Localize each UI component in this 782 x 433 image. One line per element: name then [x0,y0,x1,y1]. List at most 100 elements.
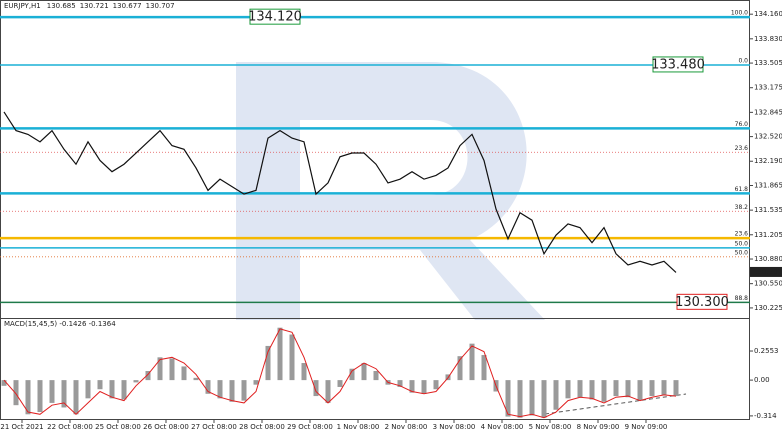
level-label: 61.8 [735,186,749,193]
macd-bar [145,371,151,381]
x-tick-label: 1 Nov 08:00 [337,423,380,431]
x-tick-label: 9 Nov 09:00 [625,423,668,431]
macd-signal [3,328,677,419]
y-tick-label: 132.520 [754,133,782,141]
macd-bar [565,380,571,399]
ohlc-high: 130.721 [80,2,109,10]
x-tick-label: 4 Nov 08:00 [481,423,524,431]
x-tick-label: 27 Oct 08:00 [191,423,237,431]
macd-bar [421,380,427,394]
y-tick-label: 131.865 [754,182,782,190]
level-label: 100.0 [731,10,748,17]
macd-bar [1,380,7,386]
trend-line [544,393,687,415]
macd-bar [505,380,511,417]
macd-bar [205,380,211,394]
level-label: 23.6 [735,145,749,152]
macd-bar [169,358,175,381]
macd-bar [649,380,655,397]
macd-bar [661,380,667,395]
macd-bar [481,355,487,381]
macd-bar [289,334,295,381]
macd-bar [529,380,535,416]
macd-bar [337,380,343,387]
macd-bar [253,380,259,385]
level-label: 76.0 [735,121,749,128]
macd-bar [541,380,547,418]
macd-bar [265,345,271,381]
macd-bar [625,380,631,398]
macd-bar [277,327,283,381]
header: EURJPY,H1 130.685 130.721 130.677 130.707 [4,2,175,10]
macd-bar [589,380,595,400]
callout-box [652,56,704,73]
y-tick-label: 133.505 [754,59,782,67]
y-tick-label: 133.175 [754,84,782,92]
macd-bar [133,380,139,383]
macd-bar [361,363,367,381]
symbol: EURJPY,H1 [4,2,41,10]
x-tick-label: 22 Oct 08:00 [47,423,93,431]
macd-bar [241,380,247,401]
y-tick-label: 130.550 [754,280,782,288]
x-tick-label: 26 Oct 08:00 [143,423,189,431]
x-tick-label: 28 Oct 08:00 [239,423,285,431]
macd-bar [97,380,103,390]
x-tick-label: 8 Nov 09:00 [577,423,620,431]
ohlc-open: 130.685 [47,2,76,10]
macd-bar [349,368,355,381]
y-tick-label: 130.880 [754,255,782,263]
y-tick-label: 134.160 [754,10,782,18]
macd-frame [0,318,750,420]
macd-bar [25,380,31,415]
x-tick-label: 29 Oct 08:00 [287,423,333,431]
level-label: 50.0 [735,240,749,247]
macd-y-tick-label: -0.314 [754,412,777,420]
macd-bar [601,380,607,402]
macd-bar [61,380,67,408]
macd-bar [397,380,403,387]
ohlc-low: 130.677 [113,2,142,10]
x-tick-label: 2 Nov 08:00 [385,423,428,431]
macd-bar [325,380,331,403]
macd-bar [193,377,199,381]
macd-bar [373,371,379,381]
macd-bar [673,380,679,397]
callout-label: 130.300 [675,295,729,310]
macd-bar [577,380,583,398]
y-tick-label: 131.205 [754,231,782,239]
macd-bar [637,380,643,401]
macd-title: MACD(15,45,5) -0.1426 -0.1364 [4,320,116,328]
callout-box [676,293,728,310]
last-price-label: 130.707 [753,268,782,276]
level-label: 88.8 [735,295,749,302]
macd-bar [73,380,79,415]
price-line [3,111,677,273]
macd-bar [313,380,319,397]
watermark [236,62,545,320]
y-tick-label: 133.830 [754,35,782,43]
macd-bar [457,356,463,381]
x-tick-label: 21 Oct 2021 [0,423,43,431]
macd-bar [409,380,415,393]
macd-y-tick-label: 0.2553 [754,347,779,355]
macd-bar [469,343,475,381]
macd-bar [301,363,307,381]
callout-label: 133.480 [651,57,705,72]
level-label: 23.6 [735,231,749,238]
ohlc-close: 130.707 [146,2,175,10]
last-price-tag [750,266,782,277]
macd-bar [157,357,163,381]
macd-bar [109,380,115,399]
y-tick-label: 130.225 [754,304,782,312]
x-tick-label: 3 Nov 08:00 [433,423,476,431]
macd-bar [553,380,559,410]
macd-bar [613,380,619,397]
macd-bar [85,380,91,399]
macd-y-tick-label: 0.00 [754,376,770,384]
macd-bar [229,380,235,402]
macd-bar [13,380,19,406]
y-tick-label: 132.845 [754,108,782,116]
callout-label: 134.120 [248,10,302,25]
